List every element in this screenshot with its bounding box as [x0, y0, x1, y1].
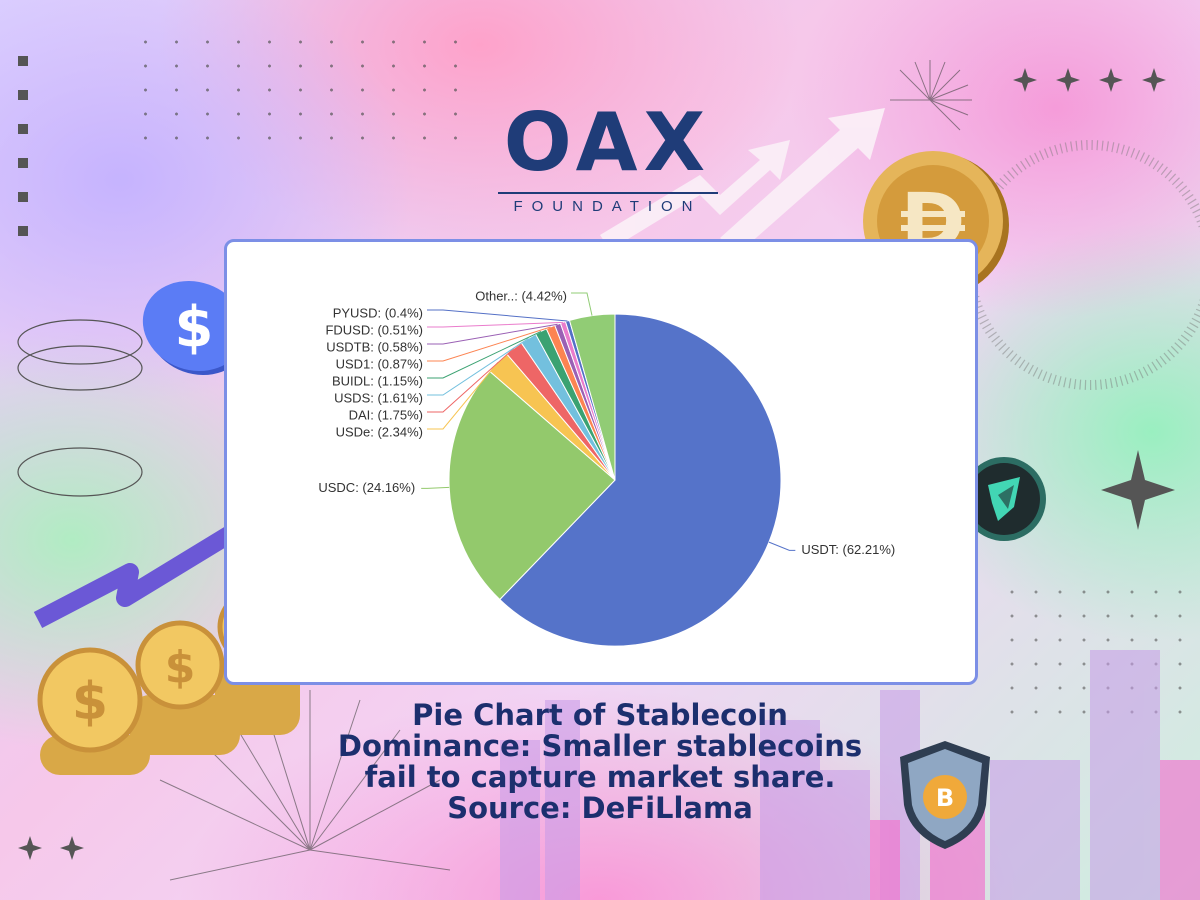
pie-chart: USDT: (62.21%) USDC: (24.16%) USDe: (2.34%… — [318, 288, 895, 647]
label-line-usdtb — [427, 323, 558, 345]
token-icon — [962, 457, 1046, 541]
label-line-usde — [427, 362, 499, 430]
label-line-usd1 — [427, 326, 551, 362]
caption-line-4: Source: DeFiLlama — [447, 791, 753, 825]
dollar-icon: $ — [142, 280, 250, 376]
caption-line-3: fail to capture market share. — [364, 760, 836, 794]
chart-caption: Pie Chart of Stablecoin Dominance: Small… — [300, 700, 900, 824]
logo-wordmark: OAX — [503, 96, 712, 189]
logo-subtitle: FOUNDATION — [513, 198, 702, 215]
caption-line-2: Dominance: Smaller stablecoins — [337, 729, 863, 763]
square-dots-decoration — [18, 56, 28, 260]
slice-label-other: Other..: (4.42%) — [475, 288, 567, 303]
svg-text:$: $ — [165, 642, 196, 693]
slice-label-buidl: BUIDL: (1.15%) — [332, 373, 423, 388]
chart-card: USDT: (62.21%) USDC: (24.16%) USDe: (2.34%… — [224, 239, 978, 685]
slice-label-pyusd: PYUSD: (0.4%) — [333, 305, 423, 320]
slice-label-usdc: USDC: (24.16%) — [318, 480, 415, 495]
svg-text:$: $ — [72, 672, 108, 732]
svg-text:$: $ — [175, 295, 214, 360]
bitcoin-shield-icon: B — [900, 741, 990, 849]
slice-label-usde: USDe: (2.34%) — [336, 424, 423, 439]
slice-label-dai: DAI: (1.75%) — [349, 407, 423, 422]
label-line-other — [571, 292, 593, 316]
slice-label-usd1: USD1: (0.87%) — [336, 356, 423, 371]
slice-label-usds: USDS: (1.61%) — [334, 390, 423, 405]
label-line-pyusd — [427, 309, 568, 322]
label-line-fdusd — [427, 321, 563, 328]
slice-label-usdt: USDT: (62.21%) — [801, 542, 895, 557]
svg-text:B: B — [936, 784, 954, 812]
slice-label-usdtb: USDTB: (0.58%) — [326, 339, 423, 354]
pie-slice-usdt — [499, 313, 782, 647]
label-line-usds — [427, 337, 529, 396]
caption-line-1: Pie Chart of Stablecoin — [412, 698, 788, 732]
pie-slice-other — [568, 313, 616, 481]
logo-underline — [498, 192, 718, 194]
label-line-usdt — [768, 541, 796, 551]
label-line-dai — [427, 347, 515, 413]
dot-grid-decoration — [130, 30, 460, 140]
label-line-buidl — [427, 330, 542, 379]
slice-label-fdusd: FDUSD: (0.51%) — [325, 322, 423, 337]
label-line-usdc — [421, 486, 450, 489]
oax-foundation-logo: OAX FOUNDATION — [490, 100, 725, 218]
